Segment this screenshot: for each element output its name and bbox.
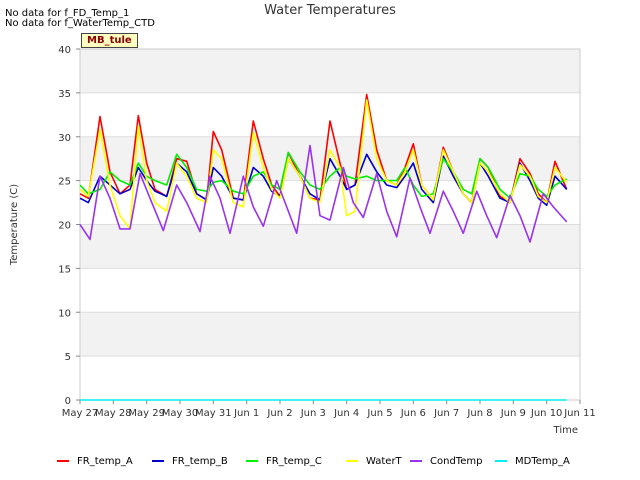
legend-item-watert: WaterT [346,452,402,470]
legend-item-fr-temp-b: FR_temp_B [152,452,228,470]
chart-title: Water Temperatures [264,3,396,18]
series-line-fr-temp-c [79,151,568,199]
no-data-note-1: No data for f_FD_Temp_1 [5,8,130,19]
plot-band [80,224,580,269]
series-line-condtemp [79,144,568,243]
legend-label: WaterT [366,455,402,467]
legend-swatch [410,460,422,462]
legend-item-fr-temp-a: FR_temp_A [57,452,133,470]
series-line-watert [79,99,568,230]
x-tick-label: Jun 7 [433,408,459,419]
x-tick-label: Jun 1 [233,408,259,419]
legend-label: FR_temp_B [172,455,228,467]
y-tick-label: 30 [58,133,71,144]
x-tick-label: Jun 5 [366,408,392,419]
x-tick-label: Jun 8 [466,408,492,419]
plot-band [80,49,580,93]
x-tick-label: May 31 [195,408,232,419]
legend-swatch [346,460,358,462]
x-tick-label: May 28 [95,408,132,419]
x-tick-label: May 27 [62,408,99,419]
x-tick-label: Jun 6 [400,408,426,419]
y-tick-label: 10 [58,308,71,319]
y-tick-label: 5 [65,352,71,363]
y-tick-label: 40 [58,45,71,56]
legend-item-mdtemp-a: MDTemp_A [495,452,570,470]
legend-swatch [152,460,164,462]
x-tick-label: Jun 9 [500,408,526,419]
legend-item-condtemp: CondTemp [410,452,482,470]
legend-swatch [246,460,258,462]
x-axis-label: Time [553,425,578,436]
no-data-note-2: No data for f_WaterTemp_CTD [5,18,155,29]
y-tick-label: 35 [58,89,71,100]
x-tick-label: Jun 2 [266,408,292,419]
legend-label: FR_temp_A [77,455,133,467]
x-tick-label: May 30 [162,408,199,419]
y-tick-label: 20 [58,221,71,232]
x-tick-label: May 29 [128,408,165,419]
legend-swatch [495,460,507,462]
plot-band [80,312,580,357]
legend-item-fr-temp-c: FR_temp_C [246,452,322,470]
legend-label: FR_temp_C [266,455,322,467]
x-tick-label: Jun 11 [563,408,596,419]
legend-label: CondTemp [430,455,483,467]
chart-legend: FR_temp_A FR_temp_B FR_temp_C WaterT CondTem… [0,452,640,470]
legend-label: MDTemp_A [515,455,570,467]
x-tick-label: Jun 10 [530,408,563,419]
x-tick-label: Jun 4 [333,408,359,419]
y-tick-label: 25 [58,177,71,188]
legend-swatch [57,460,69,462]
y-tick-label: 15 [58,264,71,275]
y-tick-label: 0 [65,396,71,407]
site-badge: MB_tule [81,33,138,48]
x-tick-label: Jun 3 [300,408,326,419]
y-axis-label: Temperature (C) [9,184,20,266]
